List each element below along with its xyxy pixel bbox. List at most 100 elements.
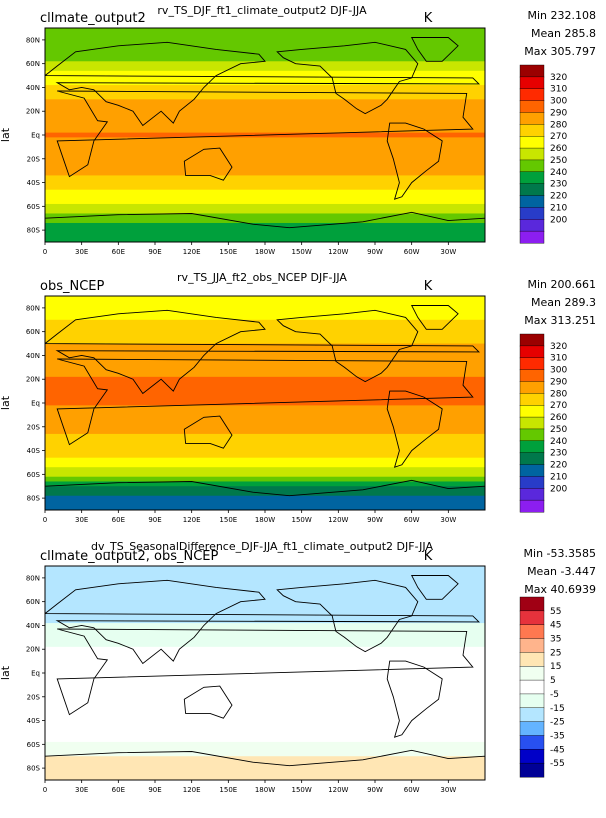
field-band: [45, 575, 485, 581]
field-band: [45, 353, 485, 359]
coastline-greenland: [410, 305, 459, 330]
field-band: [45, 751, 485, 757]
colorbar-swatch: [519, 476, 545, 489]
field-band: [45, 732, 485, 738]
colorbar-label: 15: [550, 662, 561, 672]
lon-tick-label: 0: [43, 248, 47, 256]
field-band: [45, 137, 485, 143]
field-band: [45, 395, 485, 402]
colorbar-swatch: [519, 610, 545, 626]
colorbar-label: 220: [550, 461, 567, 471]
lat-tick-label: 20N: [26, 376, 40, 384]
panel-2: obs_NCEP rv_TS_JJA_ft2_obs_NCEP DJF-JJA …: [0, 271, 596, 524]
lon-tick-label: 150W: [292, 516, 312, 524]
lon-tick-label: 30W: [440, 248, 456, 256]
lon-tick-label: 60W: [404, 248, 420, 256]
panel-2-lon-axis: 0 30E 60E 90E 120E 150E 180W 150W 120W 90W 60W 30W: [43, 510, 456, 524]
field-band: [45, 94, 485, 100]
panel-2-lat-axis: 80N 60N 40N 20N Eq 20S 40S 60S 80S: [26, 304, 45, 503]
field-band: [45, 184, 485, 191]
field-band: [45, 32, 485, 39]
lon-tick-label: 60E: [112, 248, 125, 256]
panel-1-min: Min 232.108: [527, 9, 596, 22]
coastline-north-america: [276, 309, 419, 383]
field-band: [45, 237, 485, 242]
panel-3-units: K: [424, 549, 433, 564]
panel-2-case: obs_NCEP: [40, 279, 104, 294]
colorbar-swatch: [519, 638, 545, 653]
lon-tick-label: 60W: [404, 786, 420, 794]
colorbar-label: 220: [550, 192, 567, 202]
field-band: [45, 646, 485, 653]
field-band: [45, 310, 485, 316]
field-band: [45, 722, 485, 729]
colorbar-label: 200: [550, 484, 567, 494]
coastline-south-america: [386, 122, 443, 200]
field-band: [45, 203, 485, 210]
lat-tick-label: 60S: [27, 203, 41, 211]
field-band: [45, 218, 485, 224]
lat-tick-label: 40S: [27, 717, 41, 725]
colorbar-swatch: [519, 124, 545, 137]
colorbar-label: -55: [550, 759, 565, 769]
field-band: [45, 689, 485, 695]
field-band: [45, 585, 485, 591]
colorbar-label: 35: [550, 635, 561, 645]
coastline-south-america: [386, 390, 443, 468]
colorbar-swatch: [519, 345, 545, 359]
coastline-eurasia: [45, 579, 481, 665]
field-band: [45, 227, 485, 234]
panel-1-mean: Mean 285.8: [531, 27, 596, 40]
field-band: [45, 708, 485, 715]
panel-2-map: [45, 296, 485, 510]
colorbar-label: 320: [550, 342, 567, 352]
field-band: [45, 61, 485, 67]
field-band: [45, 448, 485, 454]
lat-tick-label: 40S: [27, 447, 41, 455]
field-band: [45, 123, 485, 129]
colorbar-swatch: [519, 596, 545, 612]
colorbar-swatch: [519, 393, 545, 406]
panel-2-min: Min 200.661: [527, 278, 596, 291]
field-band: [45, 324, 485, 330]
field-band: [45, 367, 485, 373]
colorbar-label: -35: [550, 732, 565, 742]
lat-tick-label: Eq: [31, 670, 40, 678]
lon-tick-label: 150W: [292, 248, 312, 256]
panel-3-mean: Mean -3.447: [527, 565, 596, 578]
lon-tick-label: 90E: [148, 516, 161, 524]
lon-tick-label: 90W: [367, 786, 383, 794]
field-band: [45, 718, 485, 724]
field-band: [45, 47, 485, 53]
lat-tick-label: 80N: [26, 574, 40, 582]
panel-2-title: rv_TS_JJA_ft2_obs_NCEP DJF-JJA: [177, 271, 347, 284]
field-band: [45, 580, 485, 586]
field-band: [45, 429, 485, 435]
field-band: [45, 694, 485, 700]
panel-3-lat-axis: 80N 60N 40N 20N Eq 20S 40S 60S 80S: [26, 574, 45, 773]
colorbar-label: -15: [550, 704, 565, 714]
field-band: [45, 56, 485, 62]
colorbar-label: 250: [550, 425, 567, 435]
colorbar-label: 290: [550, 109, 567, 119]
lat-tick-label: 60N: [26, 328, 40, 336]
field-band: [45, 613, 485, 619]
coastline-south-america: [386, 660, 443, 738]
colorbar-swatch: [519, 207, 545, 220]
panel-1-units: K: [424, 11, 433, 26]
field-band: [45, 329, 485, 335]
lat-tick-label: 80S: [27, 765, 41, 773]
field-band: [45, 433, 485, 440]
lon-tick-label: 180W: [255, 786, 275, 794]
colorbar-swatch: [519, 488, 545, 501]
colorbar-label: 210: [550, 472, 567, 482]
field-band: [45, 319, 485, 326]
lat-tick-label: 40N: [26, 352, 40, 360]
field-band: [45, 108, 485, 115]
field-band: [45, 37, 485, 43]
field-band: [45, 699, 485, 705]
colorbar-swatch: [519, 735, 545, 750]
field-band: [45, 467, 485, 473]
